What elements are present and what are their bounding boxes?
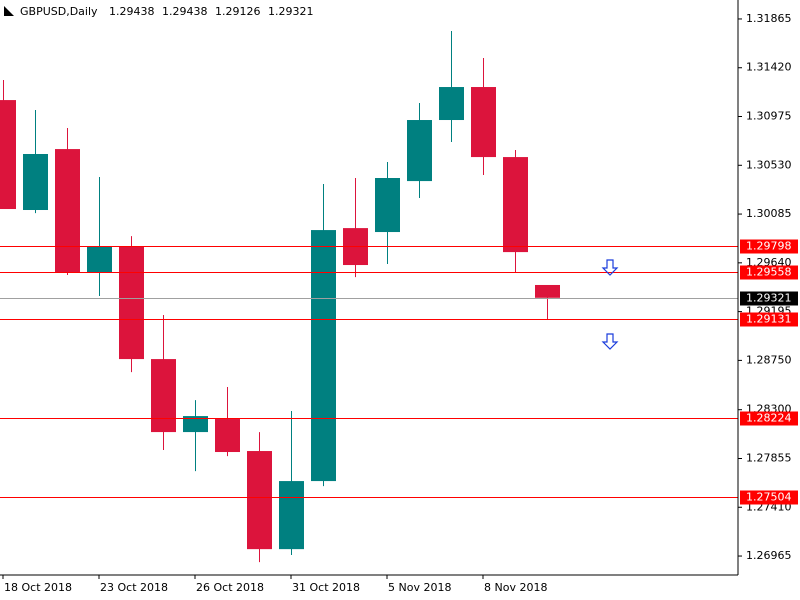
plot-area	[0, 31, 738, 563]
candle-body	[311, 230, 336, 482]
level-label: 1.29558	[746, 266, 792, 279]
y-tick-label: 1.31420	[746, 61, 792, 74]
y-tick-label: 1.30085	[746, 207, 792, 220]
candle-body	[87, 246, 112, 273]
candle-body	[279, 481, 304, 550]
header-close: 1.29321	[268, 5, 314, 18]
level-label-bg	[740, 312, 798, 327]
level-label: 1.29131	[746, 313, 792, 326]
candle-body	[535, 284, 560, 298]
candle-body	[23, 153, 48, 211]
level-label-bg	[740, 265, 798, 280]
y-tick-label: 1.26965	[746, 549, 792, 562]
header-low: 1.29126	[215, 5, 261, 18]
candle-body	[439, 87, 464, 121]
header-open: 1.29438	[109, 5, 155, 18]
candle-body	[151, 359, 176, 433]
header-high: 1.29438	[162, 5, 208, 18]
x-tick-label: 23 Oct 2018	[100, 581, 168, 594]
candle-body	[0, 100, 16, 210]
y-tick-label: 1.30530	[746, 158, 792, 171]
arrow-down	[601, 259, 619, 350]
candle-body	[247, 451, 272, 550]
level-label: 1.27504	[746, 491, 792, 504]
y-tick-label: 1.30975	[746, 110, 792, 123]
candle-body	[503, 157, 528, 253]
level-label: 1.29798	[746, 240, 792, 253]
candle-body	[215, 419, 240, 453]
chart-title: GBPUSD,Daily	[20, 5, 98, 18]
level-label-bg	[740, 411, 798, 426]
x-tick-label: 31 Oct 2018	[292, 581, 360, 594]
candle-body	[183, 416, 208, 433]
collapse-icon[interactable]	[4, 6, 14, 16]
y-tick-label: 1.28750	[746, 353, 792, 366]
x-tick-label: 8 Nov 2018	[484, 581, 547, 594]
level-label-bg	[740, 490, 798, 505]
current-price-label: 1.29321	[746, 292, 792, 305]
candle-body	[55, 149, 80, 273]
current-price-bg	[740, 291, 798, 306]
candle-body	[375, 178, 400, 233]
y-tick-label: 1.31865	[746, 12, 792, 25]
x-tick-label: 26 Oct 2018	[196, 581, 264, 594]
header: GBPUSD,Daily 1.29438 1.29438 1.29126 1.2…	[20, 5, 314, 18]
x-tick-label: 5 Nov 2018	[388, 581, 451, 594]
candle-body	[471, 87, 496, 158]
candle-body	[119, 246, 144, 360]
level-label-bg	[740, 239, 798, 254]
level-label: 1.28224	[746, 412, 792, 425]
x-tick-label: 18 Oct 2018	[4, 581, 72, 594]
candle-body	[407, 120, 432, 182]
y-tick-label: 1.27855	[746, 451, 792, 464]
